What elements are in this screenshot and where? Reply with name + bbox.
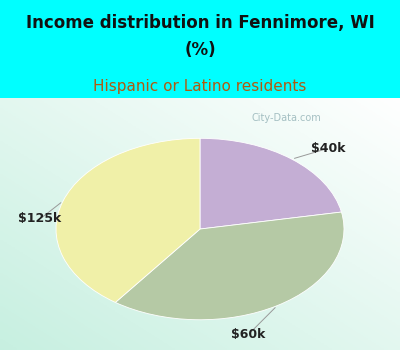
Text: City-Data.com: City-Data.com [252, 113, 322, 123]
Text: $125k: $125k [18, 212, 62, 225]
Text: Hispanic or Latino residents: Hispanic or Latino residents [93, 79, 307, 93]
Text: Income distribution in Fennimore, WI: Income distribution in Fennimore, WI [26, 14, 374, 32]
Text: $60k: $60k [231, 328, 265, 341]
Text: $40k: $40k [311, 142, 345, 155]
Wedge shape [56, 138, 200, 302]
Wedge shape [200, 138, 342, 229]
Wedge shape [115, 212, 344, 320]
Text: (%): (%) [184, 41, 216, 60]
